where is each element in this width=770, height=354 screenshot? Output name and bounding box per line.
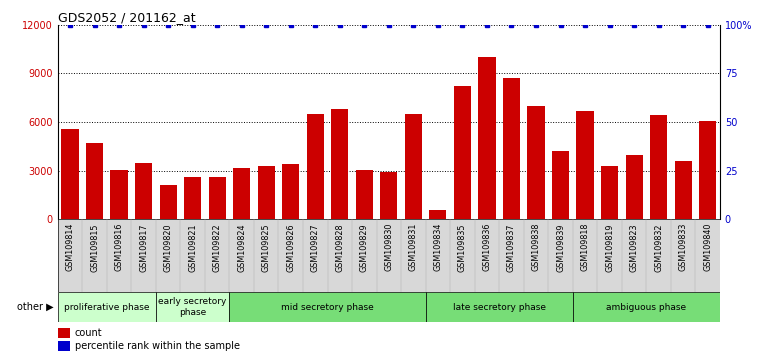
Bar: [426, 292, 573, 322]
Text: GSM109823: GSM109823: [630, 223, 638, 272]
Bar: [156, 292, 229, 322]
Bar: [258, 166, 275, 219]
Text: late secretory phase: late secretory phase: [453, 303, 546, 312]
Text: GSM109832: GSM109832: [654, 223, 663, 272]
Bar: [331, 109, 348, 219]
Bar: [380, 172, 397, 219]
Text: GSM109824: GSM109824: [237, 223, 246, 272]
Text: percentile rank within the sample: percentile rank within the sample: [75, 341, 240, 351]
Text: count: count: [75, 327, 102, 338]
Text: GSM109840: GSM109840: [703, 223, 712, 272]
Bar: [625, 155, 643, 219]
Text: early secretory
phase: early secretory phase: [159, 297, 227, 317]
Bar: [503, 78, 520, 219]
Text: GSM109820: GSM109820: [163, 223, 172, 272]
Text: GSM109816: GSM109816: [115, 223, 123, 272]
Bar: [58, 341, 69, 351]
Bar: [135, 163, 152, 219]
Bar: [601, 166, 618, 219]
Text: mid secretory phase: mid secretory phase: [281, 303, 374, 312]
Bar: [650, 115, 668, 219]
Text: GSM109831: GSM109831: [409, 223, 418, 272]
Text: GSM109834: GSM109834: [434, 223, 443, 272]
Text: GDS2052 / 201162_at: GDS2052 / 201162_at: [58, 11, 196, 24]
Text: other ▶: other ▶: [17, 302, 54, 312]
Text: GSM109838: GSM109838: [531, 223, 541, 272]
Text: GSM109817: GSM109817: [139, 223, 148, 272]
Bar: [675, 161, 691, 219]
Bar: [552, 152, 569, 219]
Bar: [86, 143, 103, 219]
Bar: [62, 129, 79, 219]
Text: GSM109819: GSM109819: [605, 223, 614, 272]
Bar: [159, 185, 176, 219]
Text: GSM109818: GSM109818: [581, 223, 590, 272]
Text: GSM109815: GSM109815: [90, 223, 99, 272]
Bar: [184, 177, 201, 219]
Text: GSM109814: GSM109814: [65, 223, 75, 272]
Bar: [527, 106, 544, 219]
Text: GSM109821: GSM109821: [188, 223, 197, 272]
Bar: [478, 57, 496, 219]
Bar: [110, 170, 128, 219]
Bar: [229, 292, 426, 322]
Text: GSM109822: GSM109822: [213, 223, 222, 272]
Text: GSM109825: GSM109825: [262, 223, 271, 272]
Text: GSM109828: GSM109828: [335, 223, 344, 272]
Text: GSM109837: GSM109837: [507, 223, 516, 272]
Bar: [430, 210, 447, 219]
Text: GSM109826: GSM109826: [286, 223, 295, 272]
Text: GSM109836: GSM109836: [483, 223, 491, 272]
Bar: [699, 120, 716, 219]
Bar: [282, 164, 300, 219]
Bar: [405, 114, 422, 219]
Bar: [306, 114, 324, 219]
Text: GSM109829: GSM109829: [360, 223, 369, 272]
Bar: [233, 167, 250, 219]
Text: GSM109839: GSM109839: [556, 223, 565, 272]
Text: GSM109827: GSM109827: [311, 223, 320, 272]
Text: ambiguous phase: ambiguous phase: [606, 303, 686, 312]
Text: GSM109833: GSM109833: [678, 223, 688, 272]
Bar: [573, 292, 720, 322]
Text: GSM109835: GSM109835: [458, 223, 467, 272]
Bar: [209, 177, 226, 219]
Bar: [356, 170, 373, 219]
Text: proliferative phase: proliferative phase: [64, 303, 149, 312]
Bar: [58, 327, 69, 338]
Bar: [454, 86, 471, 219]
Text: GSM109830: GSM109830: [384, 223, 393, 272]
Bar: [58, 292, 156, 322]
Bar: [577, 111, 594, 219]
